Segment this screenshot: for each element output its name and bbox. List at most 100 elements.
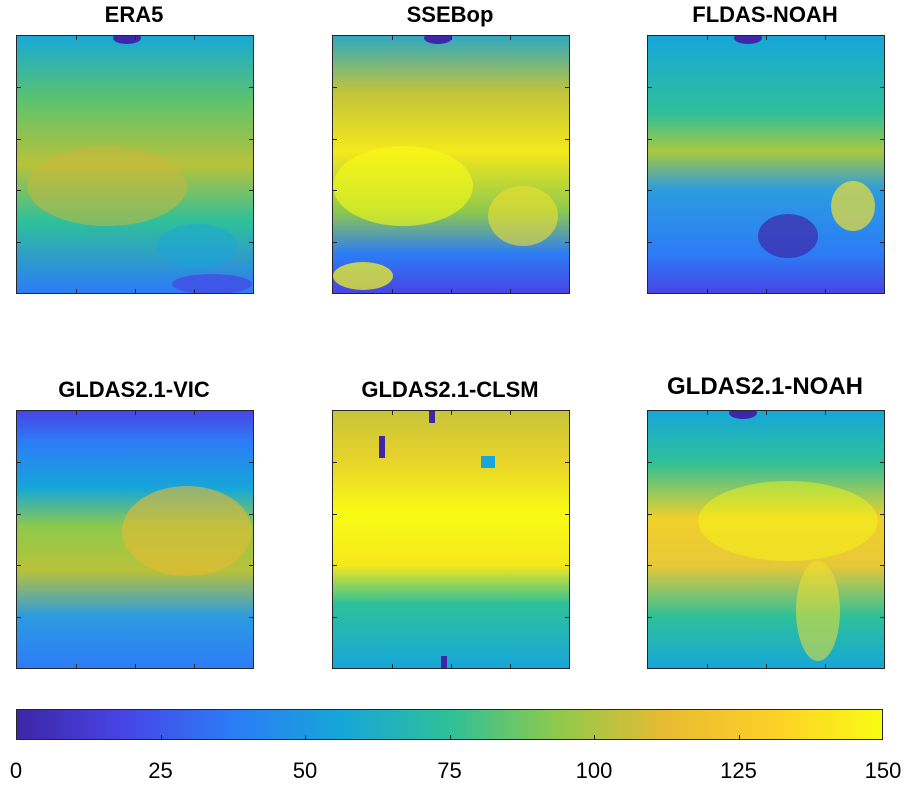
axis-tick xyxy=(766,411,767,415)
axis-tick xyxy=(880,87,884,89)
axis-tick xyxy=(880,565,884,567)
gldas-clsm-heatmap-plot xyxy=(333,411,569,668)
heatmap-feature xyxy=(429,411,435,423)
axis-tick xyxy=(17,241,21,243)
axis-tick xyxy=(76,411,77,415)
axis-tick xyxy=(880,138,884,140)
axis-tick xyxy=(565,87,569,89)
heatmap-feature xyxy=(481,456,495,468)
gldas-noah-heatmap xyxy=(647,410,885,669)
axis-tick xyxy=(135,411,136,415)
axis-tick xyxy=(880,513,884,515)
colorbar-tick-label: 0 xyxy=(9,758,23,783)
heatmap-field xyxy=(333,411,569,668)
heatmap-feature xyxy=(831,181,875,231)
axis-tick xyxy=(333,190,337,192)
era5-heatmap-plot xyxy=(17,36,253,293)
axis-tick xyxy=(194,289,195,293)
colorbar-tick-mark xyxy=(449,735,451,740)
colorbar-tick-label: 50 xyxy=(292,758,318,783)
axis-tick xyxy=(249,241,253,243)
axis-tick xyxy=(648,190,652,192)
axis-tick xyxy=(648,513,652,515)
axis-tick xyxy=(135,289,136,293)
heatmap-feature xyxy=(172,274,252,293)
axis-tick xyxy=(648,138,652,140)
axis-tick xyxy=(510,289,511,293)
axis-tick xyxy=(565,462,569,464)
axis-tick xyxy=(510,36,511,40)
heatmap-feature xyxy=(113,36,141,44)
axis-tick xyxy=(825,411,826,415)
axis-tick xyxy=(451,289,452,293)
axis-tick xyxy=(194,664,195,668)
heatmap-field xyxy=(648,411,884,668)
axis-tick xyxy=(194,411,195,415)
era5-heatmap xyxy=(16,35,254,294)
axis-tick xyxy=(249,138,253,140)
axis-tick xyxy=(17,87,21,89)
axis-tick xyxy=(194,36,195,40)
heatmap-feature xyxy=(379,436,385,458)
axis-tick xyxy=(249,87,253,89)
axis-tick xyxy=(648,565,652,567)
axis-tick xyxy=(565,616,569,618)
axis-tick xyxy=(880,616,884,618)
axis-tick xyxy=(565,565,569,567)
axis-tick xyxy=(135,664,136,668)
heatmap-feature xyxy=(27,146,187,226)
axis-tick xyxy=(565,241,569,243)
colorbar-tick-label: 25 xyxy=(148,758,173,783)
axis-tick xyxy=(648,87,652,89)
axis-tick xyxy=(825,289,826,293)
heatmap-feature xyxy=(122,486,252,576)
gldas-vic-heatmap-plot xyxy=(17,411,253,668)
axis-tick xyxy=(333,462,337,464)
axis-tick xyxy=(825,664,826,668)
panel-title: GLDAS2.1-NOAH xyxy=(666,373,864,400)
axis-tick xyxy=(648,462,652,464)
axis-tick xyxy=(451,411,452,415)
axis-tick xyxy=(707,36,708,40)
heatmap-field xyxy=(648,36,884,293)
axis-tick xyxy=(392,36,393,40)
axis-tick xyxy=(17,190,21,192)
axis-tick xyxy=(17,138,21,140)
heatmap-feature xyxy=(729,411,757,419)
axis-tick xyxy=(249,462,253,464)
axis-tick xyxy=(451,36,452,40)
axis-tick xyxy=(76,36,77,40)
colorbar-tick-mark xyxy=(594,735,595,740)
axis-tick xyxy=(880,241,884,243)
axis-tick xyxy=(707,289,708,293)
axis-tick xyxy=(707,411,708,415)
heatmap-feature xyxy=(333,146,473,226)
axis-tick xyxy=(333,513,337,515)
axis-tick xyxy=(249,513,253,515)
heatmap-feature xyxy=(758,214,818,258)
fldas-noah-heatmap-plot xyxy=(648,36,884,293)
axis-tick xyxy=(451,664,452,668)
heatmap-feature xyxy=(424,36,452,44)
axis-tick xyxy=(333,241,337,243)
axis-tick xyxy=(17,513,21,515)
axis-tick xyxy=(392,664,393,668)
ssebop-heatmap-plot xyxy=(333,36,569,293)
colorbar-tick-label: 100 xyxy=(575,758,613,783)
axis-tick xyxy=(392,289,393,293)
panel-title: SSEBop xyxy=(406,2,494,27)
axis-tick xyxy=(333,138,337,140)
heatmap-feature xyxy=(333,262,393,290)
axis-tick xyxy=(392,411,393,415)
panel-title: GLDAS2.1-VIC xyxy=(58,377,210,402)
axis-tick xyxy=(17,565,21,567)
gldas-noah-heatmap-plot xyxy=(648,411,884,668)
colorbar-tick-mark xyxy=(305,735,306,740)
axis-tick xyxy=(333,87,337,89)
panel-title: ERA5 xyxy=(104,2,164,27)
axis-tick xyxy=(766,289,767,293)
heatmap-feature xyxy=(698,481,878,561)
axis-tick xyxy=(565,190,569,192)
gldas-vic-heatmap xyxy=(16,410,254,669)
axis-tick xyxy=(825,36,826,40)
